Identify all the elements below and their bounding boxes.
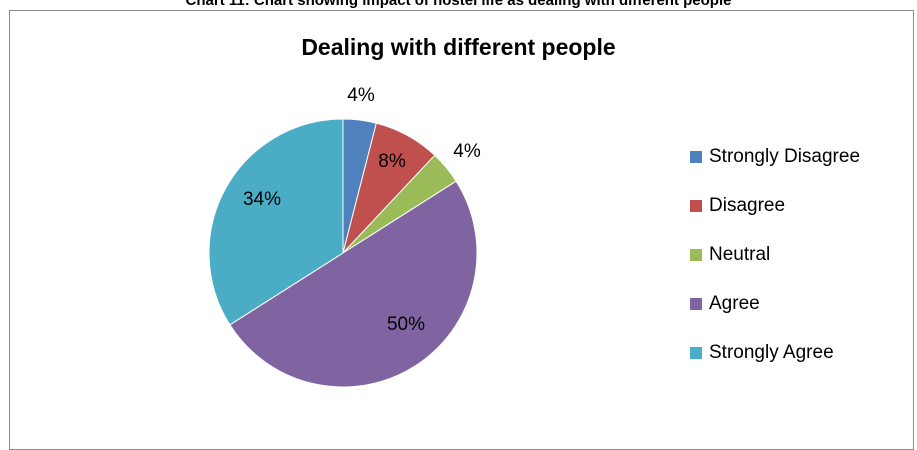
data-label: 34% xyxy=(243,189,281,210)
data-label: 50% xyxy=(387,314,425,335)
pie-slice-strongly-agree xyxy=(208,118,344,326)
legend-label: Neutral xyxy=(709,244,771,265)
legend-label: Agree xyxy=(709,293,760,314)
legend-item-disagree: Disagree xyxy=(690,195,860,217)
legend-swatch xyxy=(690,347,702,359)
legend-item-neutral: Neutral xyxy=(690,244,860,266)
legend-item-strongly-disagree: Strongly Disagree xyxy=(690,146,860,168)
pie-chart: 4% 8% 4% 50% 34% xyxy=(208,85,481,388)
figure-caption: Chart 11: Chart showing impact of hostel… xyxy=(185,0,732,9)
legend-label: Strongly Disagree xyxy=(709,146,861,167)
legend-swatch xyxy=(690,200,702,212)
legend-item-strongly-agree: Strongly Agree xyxy=(690,342,860,364)
legend: Strongly Disagree Disagree Neutral Agree… xyxy=(690,146,860,391)
legend-label: Disagree xyxy=(709,195,786,216)
data-label: 4% xyxy=(453,141,481,162)
legend-item-agree: Agree xyxy=(690,293,860,315)
chart-title: Dealing with different people xyxy=(301,34,616,60)
legend-swatch xyxy=(690,249,702,261)
legend-swatch xyxy=(690,298,702,310)
legend-swatch xyxy=(690,151,702,163)
pie-slice-agree xyxy=(229,180,478,388)
data-label: 8% xyxy=(378,151,406,172)
legend-label: Strongly Agree xyxy=(709,342,834,363)
data-label: 4% xyxy=(347,85,375,106)
